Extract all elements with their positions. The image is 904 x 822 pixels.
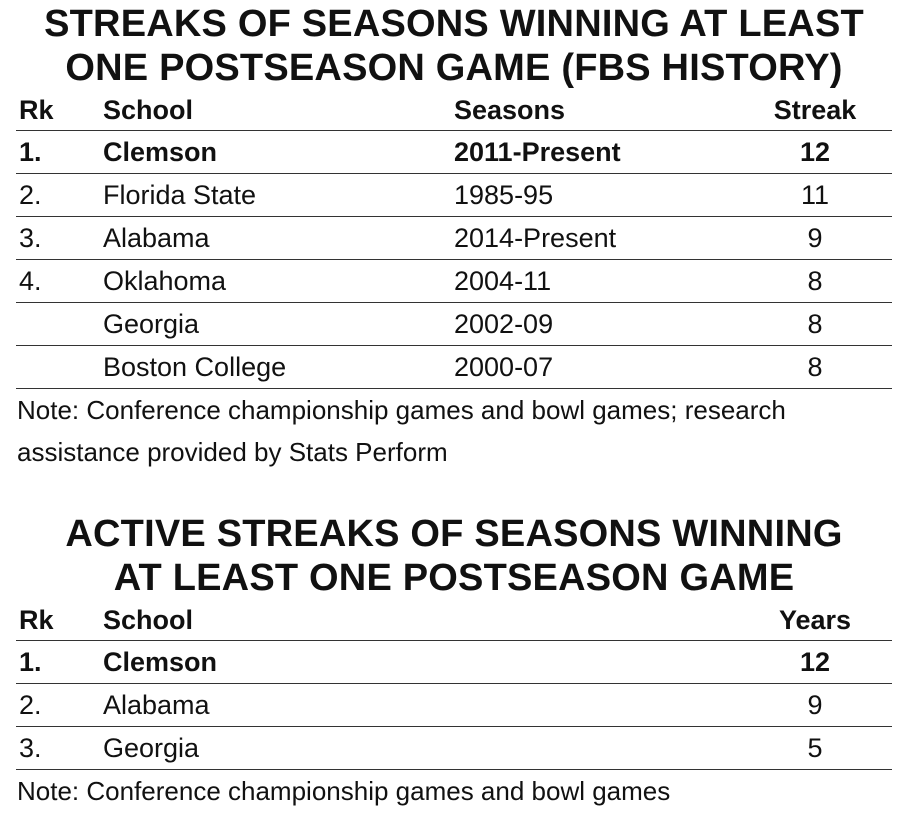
row-school: Georgia (103, 733, 200, 763)
row-years: 12 (799, 647, 831, 677)
row-school: Clemson (103, 647, 218, 677)
row-school: Florida State (103, 180, 257, 210)
table-header-row: Rk School Years (16, 600, 892, 641)
table-row: 1. Clemson 12 (16, 641, 892, 684)
table-row: 1. Clemson 2011-Present 12 (16, 131, 892, 174)
row-rank: 2. (19, 690, 42, 720)
row-rank: 3. (19, 223, 42, 253)
row-seasons: 2004-11 (454, 266, 552, 296)
row-rank: 1. (19, 137, 42, 167)
row-years: 9 (807, 690, 823, 720)
row-rank: 1. (19, 647, 42, 677)
header-rank: Rk (19, 95, 54, 125)
row-streak: 8 (807, 266, 823, 296)
header-school: School (103, 605, 194, 635)
table-row: 3. Georgia 5 (16, 727, 892, 770)
table-title-line-1: STREAKS OF SEASONS WINNING AT LEAST (44, 3, 864, 45)
header-rank: Rk (19, 605, 54, 635)
row-school: Georgia (103, 309, 200, 339)
active-streaks-table: ACTIVE STREAKS OF SEASONS WINNING AT LEA… (16, 512, 892, 812)
row-rank: 3. (19, 733, 42, 763)
row-streak: 8 (807, 309, 823, 339)
header-years: Years (778, 605, 852, 635)
header-seasons: Seasons (454, 95, 566, 125)
table-row: Georgia 2002-09 8 (16, 303, 892, 346)
row-seasons: 2011-Present (454, 137, 621, 167)
table-row: Boston College 2000-07 8 (16, 346, 892, 389)
table-row: 2. Alabama 9 (16, 684, 892, 727)
row-rank: 2. (19, 180, 42, 210)
row-seasons: 2000-07 (454, 352, 554, 382)
table-title: ACTIVE STREAKS OF SEASONS WINNING AT LEA… (16, 512, 892, 600)
row-seasons: 2014-Present (454, 223, 617, 253)
row-school: Clemson (103, 137, 218, 167)
table-row: 3. Alabama 2014-Present 9 (16, 217, 892, 260)
table-row: 4. Oklahoma 2004-11 8 (16, 260, 892, 303)
fbs-history-streaks-table: STREAKS OF SEASONS WINNING AT LEAST ONE … (16, 2, 892, 473)
table-title: STREAKS OF SEASONS WINNING AT LEAST ONE … (16, 2, 892, 90)
row-school: Boston College (103, 352, 287, 382)
row-rank: 4. (19, 266, 42, 296)
table-title-line-1: ACTIVE STREAKS OF SEASONS WINNING (65, 513, 843, 555)
table-note-line-2: assistance provided by Stats Perform (17, 437, 448, 467)
table-note: Note: Conference championship games and … (17, 776, 671, 806)
table-title-line-2: ONE POSTSEASON GAME (FBS HISTORY) (65, 47, 843, 89)
row-years: 5 (807, 733, 823, 763)
table-row: 2. Florida State 1985-95 11 (16, 174, 892, 217)
header-streak: Streak (773, 95, 857, 125)
row-streak: 11 (800, 180, 830, 210)
table-note-line-1: Note: Conference championship games and … (17, 395, 786, 425)
row-seasons: 1985-95 (454, 180, 554, 210)
row-school: Alabama (103, 690, 210, 720)
row-school: Alabama (103, 223, 210, 253)
row-streak: 8 (807, 352, 823, 382)
row-seasons: 2002-09 (454, 309, 554, 339)
row-school: Oklahoma (103, 266, 227, 296)
table-title-line-2: AT LEAST ONE POSTSEASON GAME (113, 557, 795, 599)
header-school: School (103, 95, 194, 125)
row-streak: 9 (807, 223, 823, 253)
table-note: Note: Conference championship games and … (16, 389, 897, 473)
row-streak: 12 (799, 137, 831, 167)
table-header-row: Rk School Seasons Streak (16, 90, 892, 131)
